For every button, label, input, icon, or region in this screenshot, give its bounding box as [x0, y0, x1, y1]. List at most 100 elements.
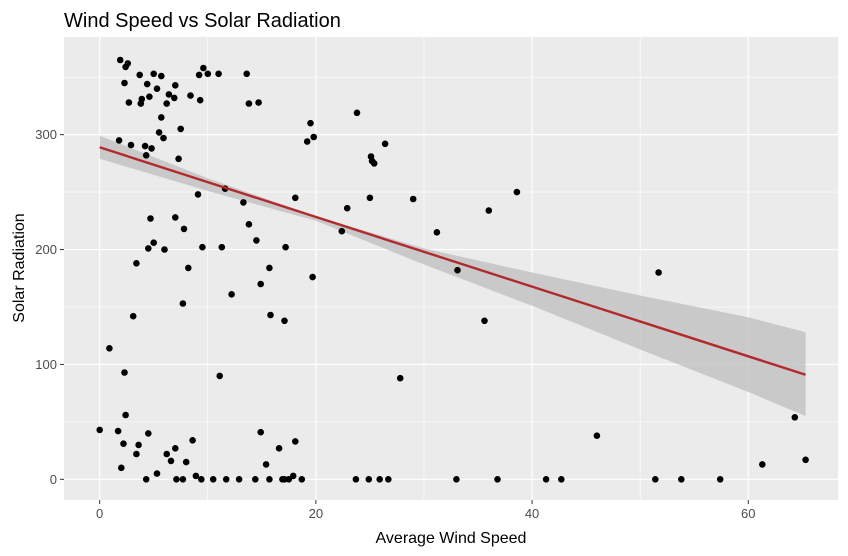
data-point	[143, 80, 151, 88]
grid-major	[64, 37, 838, 500]
data-point	[198, 476, 205, 483]
data-point	[153, 470, 161, 477]
fit-line	[99, 146, 806, 376]
confidence-band	[99, 135, 806, 417]
data-point	[150, 70, 157, 78]
data-point	[542, 476, 550, 483]
x-tick-label: 40	[525, 506, 539, 521]
data-point	[96, 426, 103, 434]
data-point	[163, 100, 170, 107]
data-point	[310, 133, 318, 141]
data-point	[343, 204, 351, 212]
data-point	[124, 60, 132, 67]
data-point	[196, 96, 204, 104]
data-point	[485, 207, 493, 214]
data-point	[376, 476, 384, 483]
data-point	[136, 71, 143, 79]
data-point	[255, 99, 262, 106]
data-point	[309, 273, 316, 281]
data-point	[194, 191, 202, 198]
data-point	[153, 85, 161, 92]
data-point	[253, 237, 260, 244]
data-point	[593, 432, 601, 440]
data-point	[218, 243, 226, 251]
data-point	[160, 134, 167, 142]
data-point	[282, 243, 289, 251]
data-point	[240, 199, 247, 206]
data-point	[189, 437, 196, 444]
data-point	[192, 472, 200, 480]
data-point	[182, 458, 190, 466]
data-point	[120, 440, 127, 448]
data-point	[145, 430, 152, 437]
data-point	[122, 411, 129, 419]
data-point	[513, 188, 521, 196]
data-point	[125, 99, 133, 106]
data-point	[180, 225, 188, 233]
y-tick-label: 0	[50, 472, 57, 487]
grid-minor	[64, 37, 838, 500]
data-point	[129, 312, 137, 320]
data-point	[716, 476, 724, 483]
data-point	[121, 369, 128, 376]
data-point	[216, 372, 223, 380]
data-point	[791, 414, 799, 421]
data-point	[179, 476, 187, 483]
data-point	[215, 70, 222, 78]
data-point	[245, 221, 253, 228]
data-point	[115, 137, 123, 144]
data-point	[409, 195, 417, 203]
data-point	[172, 445, 179, 452]
data-point	[179, 300, 187, 307]
data-point	[802, 456, 809, 464]
data-point	[454, 266, 461, 274]
x-tick-label: 60	[741, 506, 755, 521]
data-point	[118, 464, 125, 472]
data-point	[187, 92, 194, 99]
data-point	[165, 91, 173, 98]
y-tick-label: 100	[35, 357, 57, 372]
data-point	[353, 109, 361, 117]
data-point	[370, 160, 378, 167]
data-point	[289, 472, 297, 480]
data-point	[366, 194, 374, 202]
x-tick-label: 20	[309, 506, 323, 521]
data-point	[199, 243, 206, 251]
regression-line	[99, 146, 806, 376]
data-point	[116, 56, 124, 64]
data-point	[158, 72, 165, 80]
y-axis-title: Solar Radiation	[11, 213, 28, 322]
y-tick-label: 300	[35, 127, 57, 142]
data-point	[121, 79, 128, 87]
data-point	[655, 269, 662, 276]
data-point	[243, 70, 250, 78]
data-point	[678, 476, 685, 483]
data-point	[365, 476, 373, 483]
data-point	[245, 100, 253, 107]
data-point	[161, 246, 168, 253]
axis-ticks: 0 20 40 60 0 100 200 300	[35, 127, 755, 521]
data-point	[172, 82, 179, 89]
data-point	[185, 264, 192, 272]
data-point	[298, 476, 306, 483]
data-point	[352, 476, 360, 483]
data-point	[195, 71, 203, 79]
data-point	[200, 64, 207, 72]
data-point	[142, 152, 150, 159]
data-point	[150, 239, 157, 246]
data-points	[96, 56, 809, 483]
data-point	[307, 119, 314, 127]
data-point	[147, 215, 154, 222]
data-point	[148, 145, 155, 152]
data-point	[209, 476, 217, 483]
data-point	[453, 476, 460, 483]
data-point	[177, 125, 184, 133]
data-point	[275, 445, 283, 452]
data-point	[135, 441, 142, 449]
y-tick-label: 200	[35, 242, 57, 257]
data-point	[257, 280, 265, 288]
x-axis-title: Average Wind Speed	[376, 530, 527, 547]
data-point	[133, 450, 140, 458]
data-point	[114, 427, 122, 435]
